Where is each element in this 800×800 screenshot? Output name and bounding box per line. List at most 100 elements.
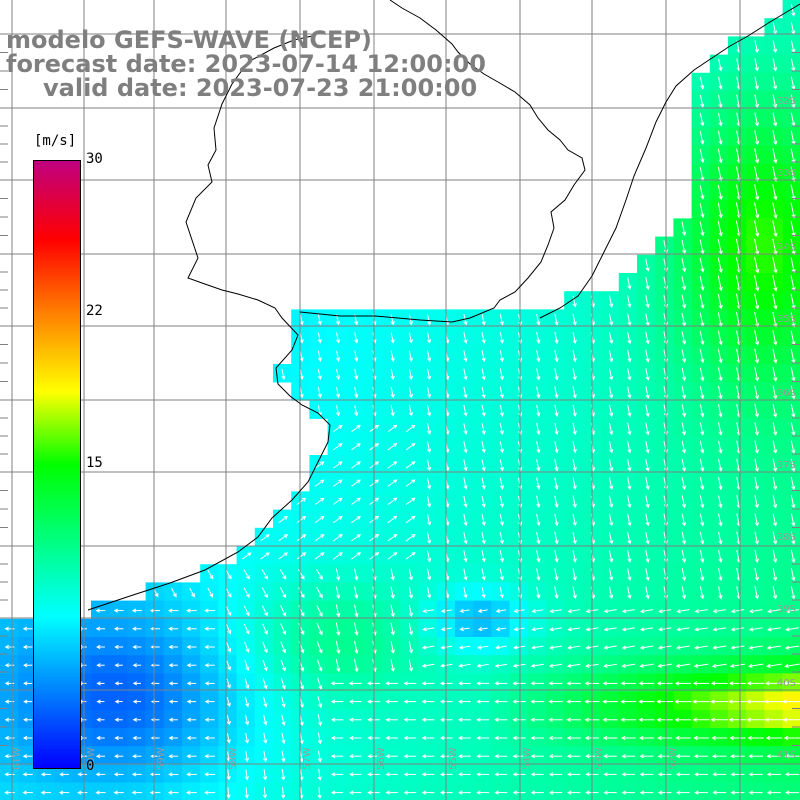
- wind-speed-cell: [345, 691, 365, 711]
- wind-arrow: [536, 350, 541, 363]
- wind-speed-cell: [0, 637, 19, 656]
- wind-arrow: [675, 735, 691, 741]
- wind-arrow: [387, 552, 398, 560]
- wind-arrow: [385, 772, 398, 777]
- wind-arrow: [96, 644, 105, 650]
- wind-speed-cell: [418, 546, 438, 565]
- wind-speed-cell: [400, 546, 419, 565]
- wind-arrow: [554, 459, 559, 472]
- wind-arrow: [243, 623, 250, 635]
- wind-speed-cell: [309, 691, 328, 711]
- wind-arrow: [712, 609, 726, 614]
- wind-speed-cell: [327, 473, 347, 492]
- wind-speed-cell: [327, 400, 347, 419]
- wind-speed-cell: [691, 364, 711, 383]
- wind-speed-cell: [509, 546, 529, 565]
- wind-arrow: [645, 531, 650, 545]
- wind-speed-cell: [145, 728, 165, 747]
- wind-speed-cell: [673, 345, 692, 365]
- wind-arrow: [711, 735, 728, 741]
- wind-speed-cell: [746, 582, 765, 601]
- wind-speed-cell: [509, 345, 529, 365]
- longitude-label: 59W: [156, 747, 167, 770]
- wind-arrow: [718, 513, 723, 527]
- wind-speed-cell: [182, 600, 201, 620]
- wind-speed-cell: [782, 91, 800, 110]
- wind-arrow: [299, 368, 304, 381]
- wind-arrow: [639, 735, 654, 741]
- wind-speed-cell: [91, 782, 110, 800]
- wind-speed-cell: [691, 455, 711, 474]
- wind-speed-cell: [618, 746, 638, 765]
- wind-arrow: [330, 699, 344, 704]
- wind-speed-cell: [782, 36, 800, 55]
- wind-arrow: [717, 257, 723, 274]
- wind-speed-cell: [491, 509, 510, 529]
- wind-speed-cell: [455, 527, 474, 547]
- wind-speed-cell: [600, 782, 620, 800]
- wind-speed-cell: [327, 364, 347, 383]
- wind-arrow: [764, 699, 784, 704]
- wind-speed-cell: [36, 764, 55, 783]
- wind-speed-cell: [546, 673, 565, 692]
- wind-arrow: [754, 403, 760, 418]
- wind-arrow: [463, 350, 468, 363]
- wind-arrow: [554, 495, 559, 509]
- wind-arrow: [536, 313, 541, 326]
- wind-arrow: [348, 699, 362, 704]
- latitude-label: 33S: [777, 168, 796, 179]
- wind-speed-cell: [327, 709, 347, 729]
- wind-arrow: [204, 608, 216, 613]
- wind-speed-cell: [418, 509, 438, 529]
- wind-arrow: [681, 258, 687, 273]
- wind-arrow: [572, 586, 577, 600]
- wind-arrow: [554, 313, 559, 326]
- wind-speed-cell: [327, 618, 347, 638]
- wind-speed-cell: [527, 364, 547, 383]
- wind-arrow: [711, 663, 727, 668]
- wind-speed-cell: [364, 618, 383, 638]
- wind-arrow: [168, 644, 179, 650]
- wind-arrow: [693, 735, 709, 741]
- wind-speed-cell: [564, 564, 583, 583]
- wind-arrow: [639, 627, 654, 632]
- wind-speed-cell: [728, 691, 747, 711]
- wind-arrow: [772, 495, 778, 509]
- wind-speed-cell: [691, 527, 711, 547]
- wind-arrow: [572, 313, 577, 326]
- wind-speed-cell: [509, 418, 529, 438]
- wind-arrow: [439, 681, 453, 686]
- wind-arrow: [767, 609, 781, 614]
- wind-speed-cell: [163, 637, 183, 656]
- wind-arrow: [476, 681, 490, 686]
- wind-arrow: [280, 605, 287, 617]
- wind-speed-cell: [127, 746, 146, 765]
- wind-speed-cell: [655, 455, 674, 474]
- wind-speed-cell: [691, 600, 711, 620]
- wind-arrow: [608, 386, 614, 399]
- longitude-label: 54W: [522, 747, 533, 770]
- wind-speed-cell: [145, 782, 165, 800]
- wind-speed-cell: [782, 291, 800, 310]
- wind-speed-cell: [163, 691, 183, 711]
- wind-arrow: [621, 663, 636, 668]
- wind-arrow: [354, 568, 359, 581]
- wind-speed-cell: [728, 436, 747, 456]
- wind-speed-cell: [782, 364, 800, 383]
- wind-speed-cell: [637, 364, 656, 383]
- wind-arrow: [681, 386, 687, 400]
- wind-speed-cell: [182, 673, 201, 692]
- wind-arrow: [717, 166, 723, 182]
- wind-arrow: [427, 350, 432, 363]
- wind-arrow: [681, 531, 687, 545]
- wind-arrow: [427, 423, 432, 435]
- wind-speed-cell: [527, 600, 547, 620]
- wind-arrow: [131, 608, 142, 613]
- wind-speed-cell: [600, 673, 620, 692]
- wind-speed-cell: [455, 327, 474, 347]
- wind-speed-cell: [600, 291, 620, 310]
- wind-arrow: [113, 608, 124, 613]
- wind-arrow: [567, 627, 581, 632]
- wind-speed-cell: [637, 728, 656, 747]
